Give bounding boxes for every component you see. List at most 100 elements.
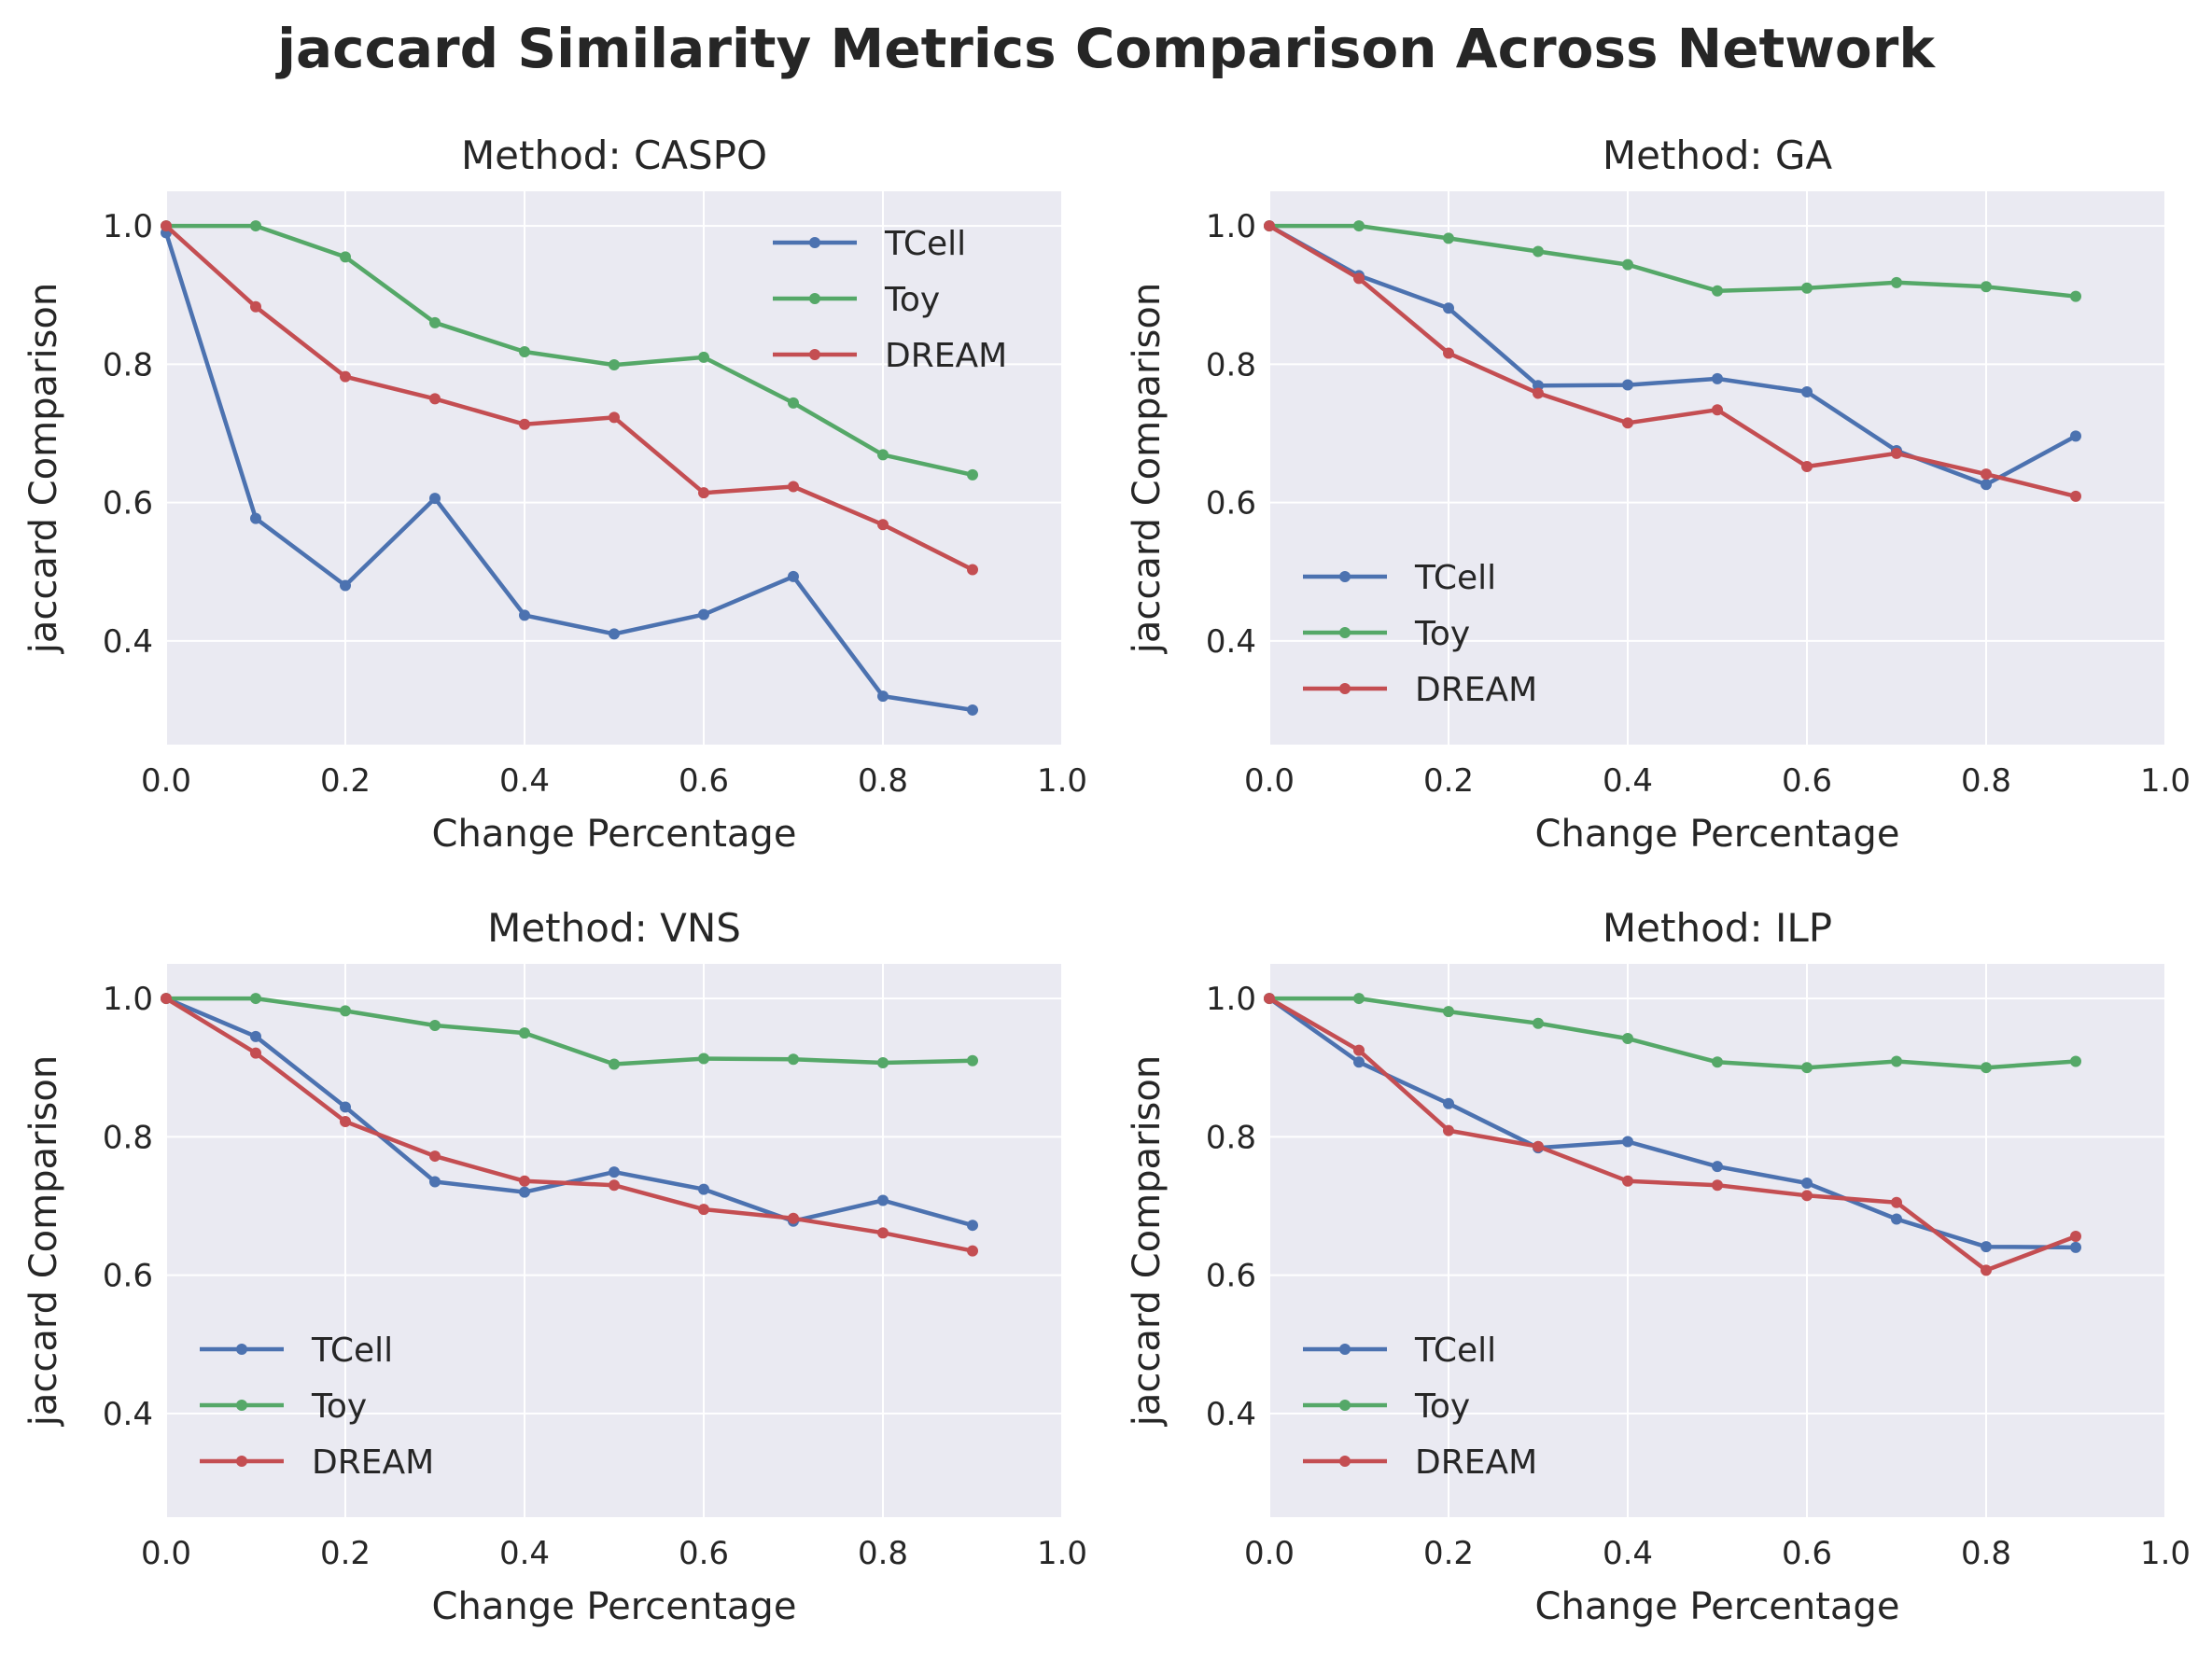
series-line-dream <box>1267 223 2079 499</box>
y-tick-label: 0.8 <box>103 1119 153 1156</box>
data-point-toy <box>698 1053 709 1065</box>
data-point-dream <box>429 393 441 405</box>
data-point-toy <box>340 1005 351 1017</box>
data-point-toy <box>698 351 709 363</box>
data-point-dream <box>1981 468 1992 481</box>
y-tick-label: 0.6 <box>1206 485 1256 523</box>
data-point-toy <box>609 1058 620 1070</box>
data-point-tcell <box>1622 379 1633 391</box>
data-point-dream <box>788 481 799 493</box>
data-point-toy <box>967 1054 978 1066</box>
data-point-toy <box>1443 1006 1454 1018</box>
data-point-dream <box>1891 447 1902 459</box>
legend-label-toy: Toy <box>311 1387 367 1426</box>
data-point-toy <box>1353 220 1365 232</box>
data-point-dream <box>340 370 351 383</box>
legend-marker-tcell <box>236 1344 247 1355</box>
data-point-dream <box>1533 387 1544 399</box>
figure-title: jaccard Similarity Metrics Comparison Ac… <box>277 17 1935 80</box>
data-point-tcell <box>2070 1241 2081 1253</box>
data-point-tcell <box>609 1166 620 1178</box>
data-point-toy <box>429 1019 441 1031</box>
data-point-tcell <box>519 1186 530 1198</box>
legend-label-tcell: TCell <box>1414 1331 1496 1370</box>
data-point-tcell <box>340 579 351 592</box>
data-point-tcell <box>1801 1177 1813 1189</box>
data-point-toy <box>877 1056 889 1068</box>
y-axis-label: jaccard Comparison <box>1126 283 1169 654</box>
x-tick-label: 0.0 <box>141 762 191 800</box>
data-point-dream <box>1801 1190 1813 1202</box>
data-point-tcell <box>429 1176 441 1188</box>
legend-marker-toy <box>1339 1400 1351 1411</box>
x-tick-label: 0.4 <box>499 762 550 800</box>
legend-marker-dream <box>809 349 820 360</box>
data-point-toy <box>967 468 978 481</box>
legend-label-tcell: TCell <box>1414 559 1496 597</box>
legend-label-tcell: TCell <box>311 1331 393 1370</box>
y-tick-label: 1.0 <box>1206 981 1256 1018</box>
data-point-tcell <box>698 1183 709 1195</box>
y-axis-label: jaccard Comparison <box>22 1055 65 1427</box>
y-tick-label: 0.6 <box>1206 1258 1256 1295</box>
data-point-dream <box>1353 1044 1365 1056</box>
legend-marker-tcell <box>809 237 820 248</box>
data-point-toy <box>1801 282 1813 294</box>
legend-label-toy: Toy <box>884 281 940 319</box>
data-point-dream <box>877 1227 889 1239</box>
data-point-tcell <box>1443 302 1454 314</box>
x-tick-label: 0.2 <box>320 1535 371 1572</box>
legend-label-toy: Toy <box>1414 1387 1470 1426</box>
legend-label-dream: DREAM <box>1415 671 1537 709</box>
legend-label-dream: DREAM <box>312 1443 434 1482</box>
data-point-dream <box>1712 1179 1723 1192</box>
x-tick-label: 0.6 <box>1782 762 1832 800</box>
x-tick-label: 1.0 <box>1037 1535 1087 1572</box>
data-point-tcell <box>340 1101 351 1113</box>
x-tick-label: 1.0 <box>2140 762 2191 800</box>
data-point-toy <box>340 251 351 263</box>
data-point-toy <box>1801 1062 1813 1074</box>
data-point-tcell <box>1353 1056 1365 1068</box>
panel-title: Method: VNS <box>487 905 741 951</box>
y-tick-label: 0.4 <box>1206 1396 1256 1433</box>
data-point-tcell <box>1801 385 1813 397</box>
x-tick-label: 0.6 <box>679 762 729 800</box>
panel-3: 0.0 0.2 0.4 0.6 0.8 1.0 0.4 0.6 0.8 1.0 Method: VN… <box>22 905 1087 1628</box>
data-point-dream <box>2070 490 2081 502</box>
x-tick-label: 0.4 <box>499 1535 550 1572</box>
data-point-dream <box>519 418 530 430</box>
y-tick-label: 0.8 <box>1206 1119 1256 1156</box>
legend-marker-toy <box>809 293 820 304</box>
data-point-dream <box>519 1175 530 1187</box>
x-axis-label: Change Percentage <box>1535 813 1900 856</box>
plot-area <box>166 191 1062 745</box>
data-point-dream <box>788 1212 799 1224</box>
x-tick-label: 0.6 <box>679 1535 729 1572</box>
panel-title: Method: GA <box>1603 132 1833 178</box>
data-point-tcell <box>250 1030 261 1042</box>
data-point-tcell <box>1891 1213 1902 1225</box>
data-point-toy <box>250 993 261 1005</box>
data-point-toy <box>519 345 530 357</box>
y-axis-label: jaccard Comparison <box>22 283 65 654</box>
series-line-toy <box>163 996 975 1066</box>
data-point-toy <box>429 316 441 328</box>
data-point-toy <box>1891 276 1902 288</box>
legend: TCell Toy DREAM <box>1303 1331 1537 1482</box>
data-point-dream <box>698 1204 709 1216</box>
x-tick-label: 0.0 <box>1244 1535 1295 1572</box>
data-point-toy <box>788 1053 799 1066</box>
data-point-tcell <box>1981 1241 1992 1253</box>
data-point-dream <box>1891 1196 1902 1208</box>
y-tick-label: 0.6 <box>103 1258 153 1295</box>
panel-4: 0.0 0.2 0.4 0.6 0.8 1.0 0.4 0.6 0.8 1.0 Method: IL… <box>1126 905 2191 1628</box>
data-point-dream <box>1443 1124 1454 1136</box>
data-point-dream <box>1622 417 1633 429</box>
data-point-tcell <box>1712 1161 1723 1173</box>
data-point-dream <box>1353 272 1365 285</box>
panel-1: 0.0 0.2 0.4 0.6 0.8 1.0 0.4 0.6 0.8 1.0 Method: CA… <box>22 132 1087 856</box>
data-point-dream <box>2070 1231 2081 1243</box>
y-tick-label: 1.0 <box>103 981 153 1018</box>
